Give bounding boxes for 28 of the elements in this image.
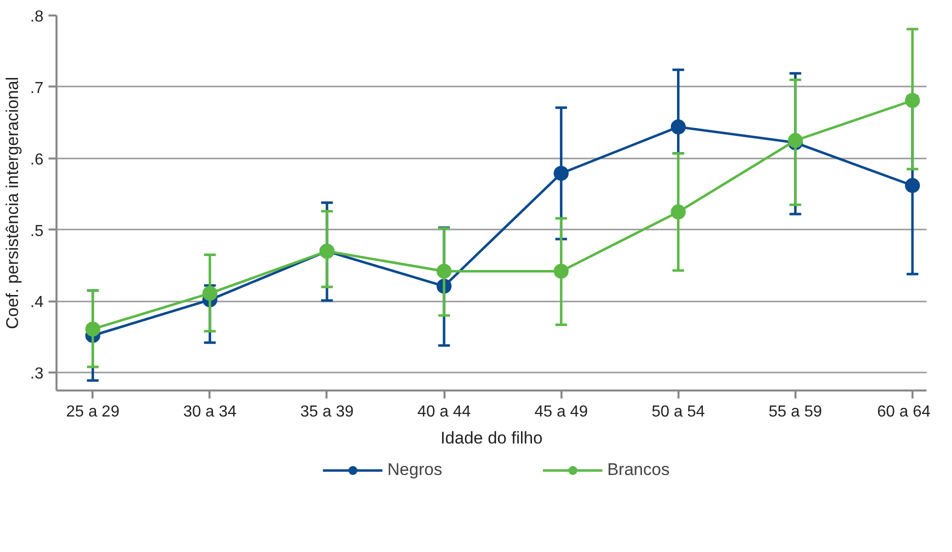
x-tick-label: 60 a 64: [877, 404, 931, 420]
legend-label: Negros: [387, 460, 442, 480]
point: [554, 166, 569, 181]
y-tick-label: .7: [30, 80, 44, 97]
point: [670, 204, 686, 220]
point: [436, 264, 452, 279]
y-tick-label: .6: [30, 151, 44, 168]
x-tick-label: 40 a 44: [417, 404, 471, 420]
x-axis-title: Idade do filho: [440, 428, 543, 448]
point: [85, 322, 100, 337]
point: [202, 286, 218, 301]
point: [904, 178, 920, 193]
x-tick-label: 50 a 54: [652, 404, 706, 420]
y-tick-label: .4: [30, 294, 44, 312]
y-tick-label: .5: [30, 222, 44, 240]
x-tick-label: 35 a 39: [300, 404, 354, 420]
x-tick-label: 25 a 29: [66, 404, 120, 420]
point: [670, 119, 686, 134]
y-tick-label: .3: [30, 366, 44, 383]
x-tick-label: 30 a 34: [183, 404, 237, 420]
y-axis-title: Coef. persistência intergeracional: [3, 76, 22, 330]
y-tick-label: .8: [30, 8, 44, 26]
x-tick-label: 55 a 59: [768, 404, 822, 420]
x-tick-label: 45 a 49: [534, 404, 588, 420]
point: [904, 93, 920, 108]
point: [788, 133, 803, 148]
point: [554, 264, 569, 279]
legend-label: Brancos: [607, 460, 670, 480]
